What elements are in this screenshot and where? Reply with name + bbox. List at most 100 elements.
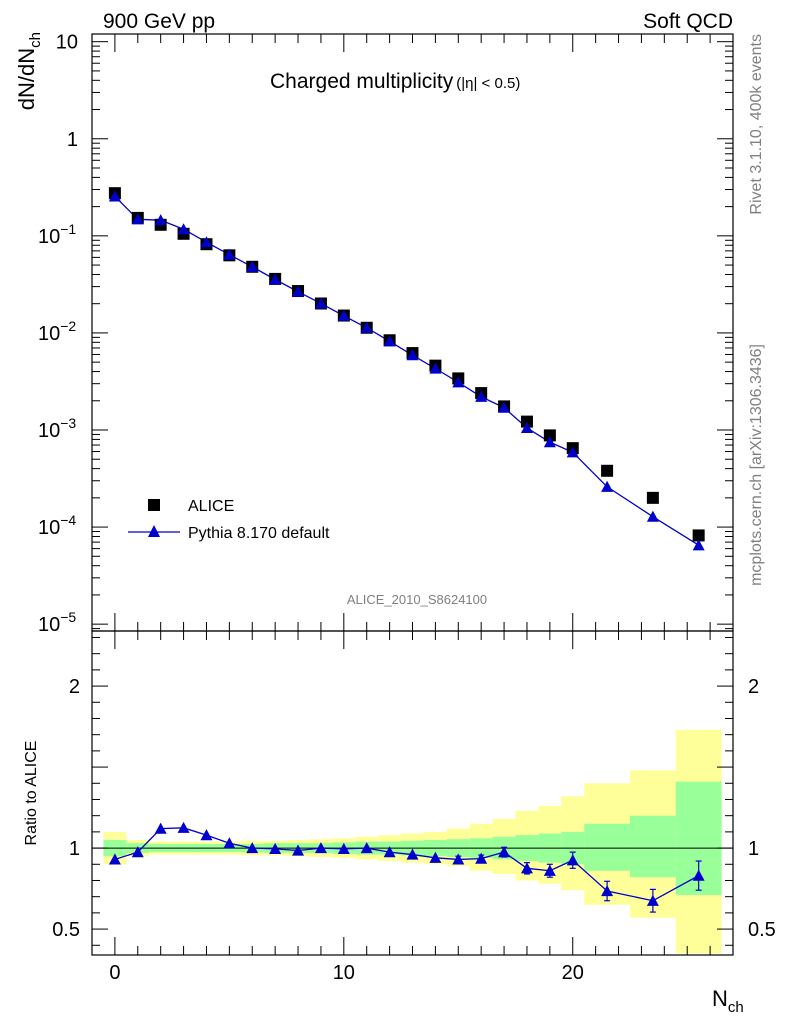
- ratio-panel: 0.5 0.5 1 1 2 2 0 10 20 Ratio to ALICE Nch: [23, 630, 776, 1016]
- pythia-point: [566, 446, 579, 458]
- ratio-y-tick-label: 2: [69, 676, 80, 698]
- pythia-point: [337, 309, 350, 321]
- x-tick-label: 10: [333, 962, 355, 984]
- pythia-point: [520, 421, 533, 434]
- pythia-point: [223, 248, 236, 260]
- main-x-axis-ticks: [91, 34, 734, 631]
- ratio-y-axis-ticks: 0.5 0.5 1 1 2 2: [52, 636, 776, 946]
- ratio-point: [406, 848, 419, 860]
- main-y-tick-label-exponent: −1: [60, 221, 76, 237]
- ratio-point: [429, 851, 442, 863]
- ratio-point: [498, 846, 511, 858]
- ratio-point: [223, 837, 236, 849]
- pythia-point: [601, 480, 614, 492]
- ratio-point: [154, 822, 167, 834]
- pythia-point: [692, 539, 705, 551]
- pythia-point: [383, 335, 396, 347]
- x-tick-label: 20: [562, 962, 584, 984]
- pythia-point: [131, 213, 144, 225]
- alice-point: [520, 415, 533, 428]
- legend-pythia-marker: [148, 525, 160, 537]
- ratio-y-tick-label-right: 0.5: [748, 919, 776, 941]
- ratio-uncertainty-bands: [103, 729, 722, 954]
- main-y-axis-label-sub: ch: [27, 32, 44, 48]
- pythia-point: [646, 510, 659, 522]
- pythia-point: [200, 236, 213, 248]
- pythia-point: [429, 362, 442, 374]
- pythia-point: [108, 190, 121, 202]
- main-y-axis-label: dN/dNch: [14, 32, 44, 110]
- x-axis-label-main: N: [712, 986, 728, 1011]
- main-y-tick-label-base: 10: [38, 614, 60, 636]
- main-y-tick-label: 10−1: [38, 221, 76, 248]
- main-y-tick-label-exponent: −4: [60, 512, 76, 528]
- alice-point: [646, 491, 659, 504]
- main-y-tick-label: 10−5: [38, 609, 76, 636]
- mcplots-reference-label: mcplots.cern.ch [arXiv:1306.3436]: [748, 344, 765, 586]
- pythia-point: [177, 223, 190, 235]
- ratio-x-axis-ticks: 0 10 20: [91, 631, 734, 984]
- ratio-y-tick-label: 1: [69, 838, 80, 860]
- ratio-point: [337, 842, 350, 854]
- legend-alice-label: ALICE: [188, 498, 234, 515]
- main-y-tick-label-base: 10: [38, 420, 60, 442]
- main-y-tick-label-exponent: −3: [60, 415, 76, 431]
- main-y-tick-label-exponent: −2: [60, 318, 76, 334]
- ratio-y-tick-label: 0.5: [52, 919, 80, 941]
- chart-title-main: Charged multiplicity: [270, 70, 454, 93]
- ratio-y-tick-label-right: 1: [748, 838, 759, 860]
- legend: ALICE Pythia 8.170 default: [128, 498, 330, 542]
- ratio-point: [692, 869, 705, 881]
- main-y-tick-label: 10−3: [38, 415, 76, 442]
- main-y-tick-label-base: 10: [38, 517, 60, 539]
- main-data-marks: [108, 187, 705, 551]
- ratio-point: [200, 829, 213, 841]
- ratio-point: [292, 844, 305, 856]
- ratio-point: [383, 846, 396, 858]
- alice-point: [692, 529, 705, 542]
- main-y-tick-label: 10: [56, 32, 78, 54]
- alice-point: [543, 429, 556, 442]
- rivet-version-label: Rivet 3.1.10, 400k events: [748, 34, 765, 215]
- ratio-data-marks: [108, 821, 705, 913]
- main-y-axis-label-main: dN/dN: [14, 48, 39, 110]
- main-y-tick-label-base: 10: [38, 323, 60, 345]
- ratio-y-axis-label: Ratio to ALICE: [23, 741, 40, 846]
- ratio-point: [566, 854, 579, 866]
- ratio-point: [601, 885, 614, 897]
- legend-alice-marker: [148, 499, 160, 511]
- x-axis-label: Nch: [712, 986, 744, 1016]
- analysis-id-label: ALICE_2010_S8624100: [347, 592, 487, 607]
- chart-title-sub: (|η| < 0.5): [456, 75, 520, 92]
- x-axis-label-sub: ch: [728, 999, 744, 1016]
- pythia-point: [406, 349, 419, 361]
- pythia-point: [360, 321, 373, 333]
- ratio-point: [452, 853, 465, 865]
- ratio-inner-band-bin: [629, 815, 676, 878]
- ratio-point: [246, 842, 259, 854]
- chart-title: Charged multiplicity (|η| < 0.5): [270, 70, 520, 93]
- ratio-inner-band-bin: [584, 823, 630, 871]
- main-y-tick-label: 10−4: [38, 512, 76, 539]
- ratio-y-tick-label-right: 2: [748, 676, 759, 698]
- ratio-point: [269, 842, 282, 854]
- ratio-point: [520, 862, 533, 874]
- pythia-point: [246, 260, 259, 272]
- main-y-tick-label-exponent: −5: [60, 609, 76, 625]
- main-y-tick-label: 1: [67, 129, 78, 151]
- pythia-point: [154, 214, 167, 226]
- x-tick-label: 0: [109, 962, 120, 984]
- main-y-tick-label: 10−2: [38, 318, 76, 345]
- pythia-point: [475, 390, 488, 402]
- pythia-point: [543, 436, 556, 448]
- ratio-point: [543, 864, 556, 876]
- main-y-tick-label-base: 10: [38, 226, 60, 248]
- legend-pythia-label: Pythia 8.170 default: [188, 525, 330, 542]
- pythia-point: [498, 401, 511, 413]
- alice-point: [601, 464, 614, 477]
- pythia-point: [452, 376, 465, 388]
- ratio-point: [475, 852, 488, 864]
